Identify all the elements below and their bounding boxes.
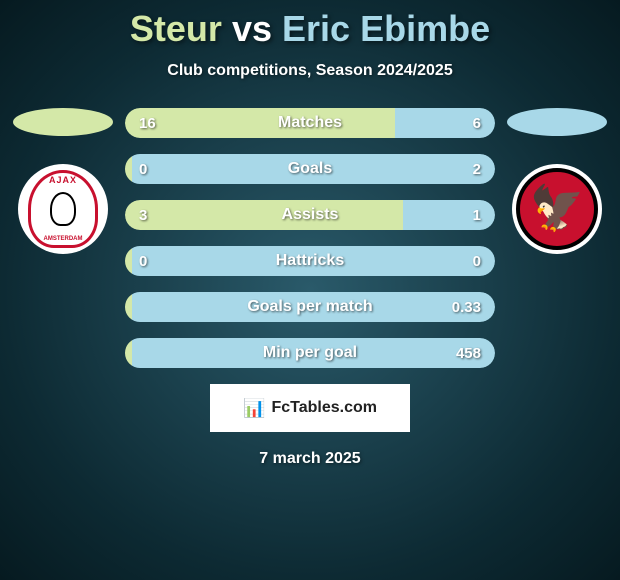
- ajax-face-icon: [50, 192, 76, 226]
- bar-label: Goals per match: [125, 298, 495, 316]
- bar-value-right: 0: [473, 253, 481, 270]
- player2-ellipse: [507, 108, 607, 136]
- bar-value-right: 2: [473, 161, 481, 178]
- eagle-icon: 🦅: [530, 187, 585, 231]
- bar-value-right: 458: [456, 345, 481, 362]
- bar-value-right: 6: [473, 115, 481, 132]
- stat-bar: Assists3 1: [125, 200, 495, 230]
- bar-label: Assists: [125, 206, 495, 224]
- watermark: 📊 FcTables.com: [210, 384, 410, 432]
- right-column: 🦅: [507, 108, 607, 254]
- chart-icon: 📊: [243, 398, 265, 419]
- bar-value-left: 16: [139, 115, 156, 132]
- frankfurt-crest: 🦅: [516, 168, 598, 250]
- stat-bar: Goals per match0.33: [125, 292, 495, 322]
- bar-value-right: 0.33: [452, 299, 481, 316]
- date-text: 7 march 2025: [0, 450, 620, 468]
- player1-ellipse: [13, 108, 113, 136]
- ajax-text-bottom: AMSTERDAM: [44, 236, 83, 242]
- bar-label: Matches: [125, 114, 495, 132]
- club-logo-left: AJAX AMSTERDAM: [18, 164, 108, 254]
- vs-text: vs: [232, 8, 272, 49]
- content-row: AJAX AMSTERDAM Matches166Goals02Assists3…: [0, 108, 620, 368]
- player1-name: Steur: [130, 8, 222, 49]
- club-logo-right: 🦅: [512, 164, 602, 254]
- stat-bar: Min per goal458: [125, 338, 495, 368]
- bar-value-left: 3: [139, 207, 147, 224]
- stat-bar: Hattricks0 0: [125, 246, 495, 276]
- watermark-text: FcTables.com: [271, 399, 377, 417]
- bar-label: Min per goal: [125, 344, 495, 362]
- comparison-title: Steur vs Eric Ebimbe: [0, 0, 620, 50]
- bar-value-left: 0: [139, 161, 147, 178]
- player2-name: Eric Ebimbe: [282, 8, 490, 49]
- stat-bar: Matches16 6: [125, 108, 495, 138]
- stats-container: Matches166Goals02Assists31Hattricks00Goa…: [125, 108, 495, 368]
- left-column: AJAX AMSTERDAM: [13, 108, 113, 254]
- ajax-crest: AJAX AMSTERDAM: [28, 170, 98, 248]
- bar-label: Hattricks: [125, 252, 495, 270]
- ajax-text-top: AJAX: [49, 175, 77, 185]
- bar-label: Goals: [125, 160, 495, 178]
- bar-value-left: 0: [139, 253, 147, 270]
- stat-bar: Goals0 2: [125, 154, 495, 184]
- bar-value-right: 1: [473, 207, 481, 224]
- subtitle: Club competitions, Season 2024/2025: [0, 62, 620, 80]
